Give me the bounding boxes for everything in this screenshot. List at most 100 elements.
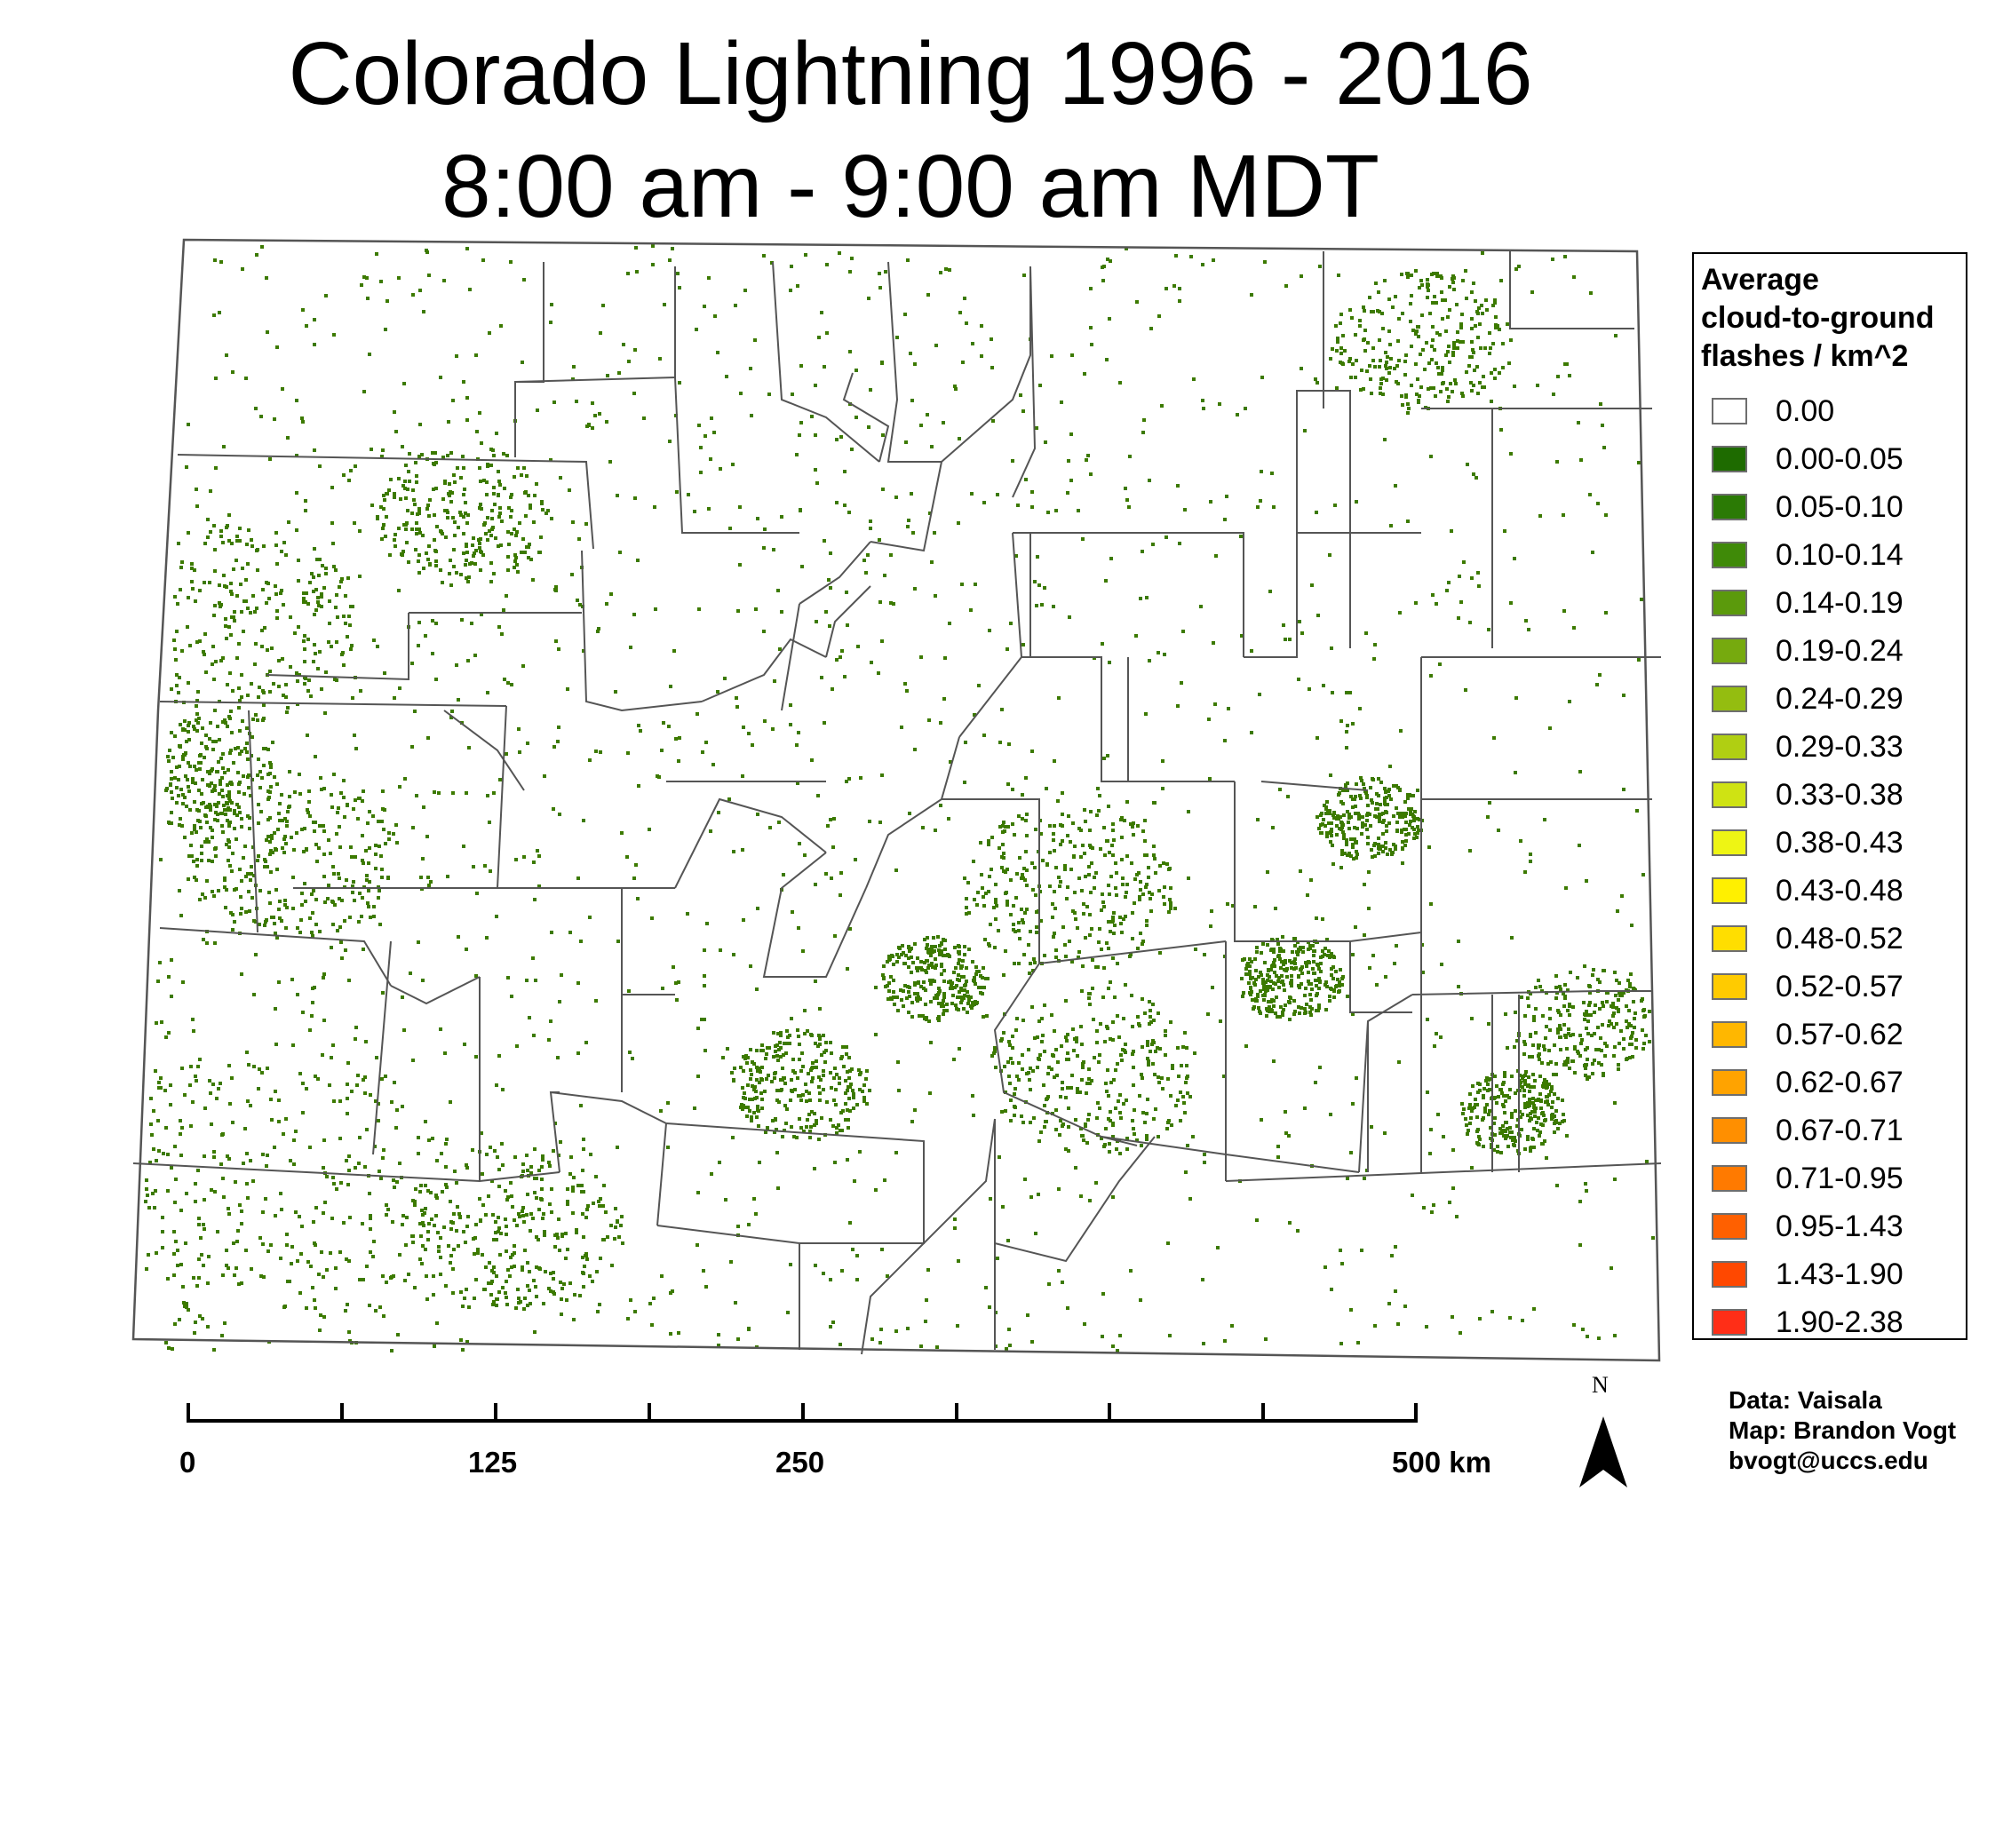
legend-label: 0.43-0.48 [1776, 874, 1904, 908]
legend-swatch [1712, 1309, 1747, 1336]
county-boundary [842, 372, 890, 463]
colorado-map [131, 238, 1662, 1362]
county-boundary [958, 532, 1023, 738]
legend-title-line: flashes / km^2 [1701, 339, 1909, 373]
lightning-density-layer [144, 244, 1655, 1352]
scale-label-500: 500 km [1392, 1446, 1491, 1479]
county-boundary [994, 1136, 1156, 1263]
legend-swatch [1712, 446, 1747, 472]
legend-label: 0.52-0.57 [1776, 970, 1904, 1003]
legend-item: 0.48-0.52 [1712, 920, 1960, 956]
north-arrow: N [1572, 1372, 1634, 1496]
county-boundary [865, 736, 960, 889]
legend-label: 0.00-0.05 [1776, 442, 1904, 476]
county-boundary [781, 603, 800, 711]
county-boundary [514, 262, 544, 457]
county-boundary [1101, 1136, 1138, 1146]
legend-label: 0.71-0.95 [1776, 1162, 1904, 1195]
legend-label: 0.10-0.14 [1776, 538, 1904, 572]
legend-swatch [1712, 1213, 1747, 1240]
map-credits: Data: Vaisala Map: Brandon Vogt bvogt@uc… [1729, 1385, 1956, 1476]
legend-swatch [1712, 925, 1747, 952]
county-boundary [621, 888, 675, 995]
county-boundary [497, 705, 507, 889]
scale-tick [1414, 1403, 1418, 1423]
legend-swatch [1712, 542, 1747, 568]
legend-label: 0.14-0.19 [1776, 586, 1904, 620]
legend-swatch [1712, 829, 1747, 856]
county-boundary [443, 710, 525, 791]
credit-data: Data: Vaisala [1729, 1386, 1882, 1414]
legend-label: 0.24-0.29 [1776, 682, 1904, 716]
county-boundary [941, 266, 1031, 463]
legend-item: 0.62-0.67 [1712, 1064, 1960, 1099]
scale-tick [1108, 1403, 1111, 1423]
county-boundary [942, 798, 1040, 964]
scale-bar-line [187, 1419, 1414, 1423]
county-boundary [1260, 781, 1369, 791]
legend-item: 0.33-0.38 [1712, 776, 1960, 812]
legend-label: 0.48-0.52 [1776, 922, 1904, 956]
county-boundary [159, 927, 392, 987]
scale-tick [955, 1403, 958, 1423]
county-boundary [1013, 532, 1244, 657]
county-boundary [701, 638, 827, 702]
county-boundary [514, 377, 676, 383]
legend-label: 1.90-2.38 [1776, 1305, 1904, 1339]
legend-swatch [1712, 494, 1747, 520]
legend-swatch [1712, 398, 1747, 424]
legend: Average cloud-to-ground flashes / km^2 0… [1692, 252, 1967, 1340]
legend-swatch [1712, 686, 1747, 712]
scale-label-125: 125 [468, 1446, 518, 1479]
legend-label: 0.19-0.24 [1776, 634, 1904, 668]
legend-swatch [1712, 734, 1747, 760]
legend-swatch [1712, 1261, 1747, 1288]
legend-swatch [1712, 1069, 1747, 1096]
county-boundary [825, 585, 871, 658]
scale-tick [340, 1403, 344, 1423]
county-boundary [177, 454, 594, 550]
legend-label: 0.57-0.62 [1776, 1018, 1904, 1051]
county-boundary [665, 1122, 925, 1244]
county-boundary [1421, 408, 1493, 648]
legend-label: 0.62-0.67 [1776, 1066, 1904, 1099]
county-boundary [870, 461, 942, 552]
county-boundary [549, 1091, 667, 1173]
county-boundary [674, 377, 799, 534]
scale-tick [187, 1403, 190, 1423]
legend-item: 0.29-0.33 [1712, 728, 1960, 764]
legend-item: 0.43-0.48 [1712, 872, 1960, 908]
legend-title-line: Average [1701, 263, 1819, 297]
legend-item: 0.67-0.71 [1712, 1112, 1960, 1147]
map-title-line1: Colorado Lightning 1996 - 2016 [288, 24, 1533, 123]
county-boundary [762, 852, 867, 978]
scale-label-250: 250 [775, 1446, 825, 1479]
scale-tick [1261, 1403, 1265, 1423]
county-boundary [1411, 990, 1652, 995]
legend-label: 0.67-0.71 [1776, 1114, 1904, 1147]
legend-swatch [1712, 877, 1747, 904]
county-boundary [886, 261, 942, 463]
legend-item: 0.24-0.29 [1712, 680, 1960, 716]
county-boundary [1012, 266, 1037, 498]
legend-swatch [1712, 973, 1747, 1000]
legend-title: Average cloud-to-ground flashes / km^2 [1701, 261, 1967, 376]
scale-label-0: 0 [179, 1446, 196, 1479]
legend-item: 0.38-0.43 [1712, 824, 1960, 860]
legend-item: 0.00-0.05 [1712, 440, 1960, 476]
legend-item: 0.71-0.95 [1712, 1160, 1960, 1195]
county-boundary [1225, 1162, 1662, 1182]
legend-label: 0.95-1.43 [1776, 1210, 1904, 1243]
county-boundary [1349, 941, 1412, 1013]
legend-label: 0.05-0.10 [1776, 490, 1904, 524]
scale-tick [648, 1403, 651, 1423]
county-boundary [372, 940, 392, 1155]
county-boundary [772, 261, 880, 463]
county-boundary [1420, 657, 1652, 800]
north-arrow-icon [1579, 1416, 1627, 1487]
county-boundary [159, 701, 507, 707]
county-boundary [1225, 1154, 1360, 1173]
county-boundary [1509, 251, 1634, 329]
county-boundaries [132, 251, 1662, 1355]
county-boundary [1244, 390, 1351, 658]
